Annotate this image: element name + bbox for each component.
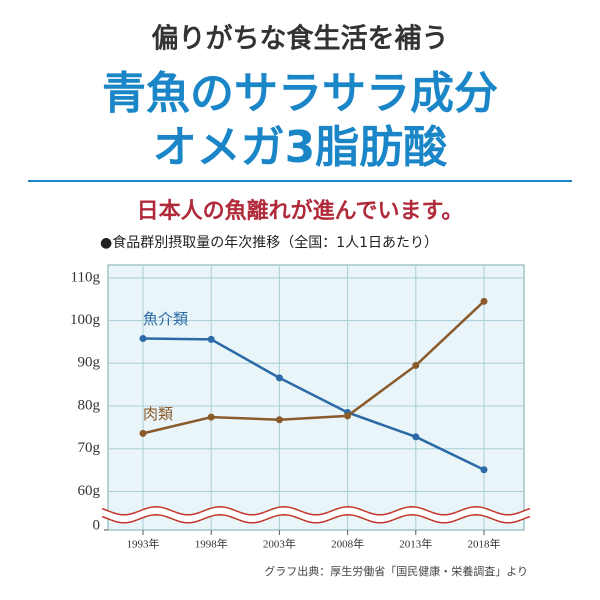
point — [480, 466, 488, 474]
x-tick-label: 1993年 — [127, 537, 160, 551]
point — [412, 361, 420, 369]
x-tick-label: 2018年 — [468, 537, 501, 551]
series-line — [142, 300, 485, 435]
axis-break — [101, 506, 531, 516]
y-tick-label: 110g — [71, 269, 101, 285]
notice: 日本人の魚離れが進んでいます。 — [137, 198, 464, 224]
point — [344, 412, 352, 420]
point — [139, 335, 147, 343]
x-tick-label: 2008年 — [331, 537, 364, 551]
x-tick-label: 2013年 — [399, 537, 432, 551]
source: グラフ出典：厚生労働省「国民健康・栄養調査」より — [264, 564, 528, 578]
point — [275, 416, 283, 424]
axis-break — [101, 514, 531, 524]
series-label: 魚介類 — [143, 310, 188, 328]
series-label: 肉類 — [143, 405, 173, 423]
headline: オメガ3脂肪酸 — [153, 122, 449, 173]
lead: 偏りがちな食生活を補う — [152, 23, 449, 55]
point — [275, 374, 283, 382]
y-tick-label: 90g — [78, 355, 101, 371]
y-tick-label: 70g — [78, 440, 101, 456]
y-tick-label: 0 — [93, 517, 101, 533]
series-line — [142, 337, 485, 471]
chart-title: ●食品群別摂取量の年次推移（全国：1人1日あたり） — [100, 234, 438, 251]
y-tick-label: 100g — [70, 312, 101, 328]
x-tick-label: 1998年 — [195, 537, 228, 551]
y-tick-label: 60g — [78, 483, 101, 499]
headline: 青魚のサラサラ成分 — [102, 68, 498, 119]
point — [412, 433, 420, 441]
point — [207, 413, 215, 421]
x-tick-label: 2003年 — [263, 537, 296, 551]
point — [139, 429, 147, 437]
y-tick-label: 80g — [78, 397, 101, 413]
point — [207, 335, 215, 343]
point — [480, 297, 488, 305]
